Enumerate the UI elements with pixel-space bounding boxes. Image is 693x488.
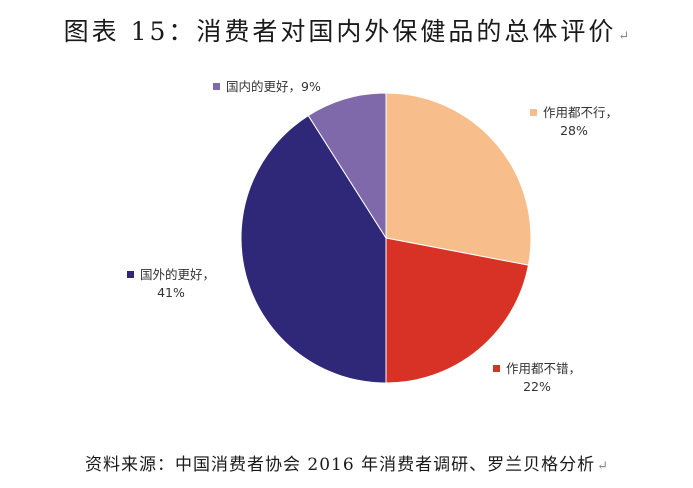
label-both-effective-name: 作用都不错， (506, 361, 582, 376)
chart-source: 资料来源：中国消费者协会 2016 年消费者调研、罗兰贝格分析 ↵ (0, 450, 693, 475)
label-domestic-better-pct: 9% (301, 79, 321, 94)
legend-swatch-both-ineffective (530, 109, 537, 116)
pie-slice-both-ineffective (385, 92, 532, 266)
pie-chart (240, 92, 532, 384)
label-foreign-better: 国外的更好， 41% (127, 266, 215, 302)
paragraph-mark-icon: ↵ (618, 29, 630, 44)
chart-source-text: 资料来源：中国消费者协会 2016 年消费者调研、罗兰贝格分析 (85, 455, 596, 475)
chart-title: 图表 15：消费者对国内外保健品的总体评价 ↵ (0, 12, 693, 48)
label-domestic-better-name: 国内的更好， (226, 79, 302, 94)
label-domestic-better: 国内的更好，9% (213, 78, 321, 96)
label-foreign-better-pct: 41% (157, 285, 185, 300)
legend-swatch-both-effective (493, 365, 500, 372)
label-both-ineffective: 作用都不行， 28% (530, 104, 618, 140)
legend-swatch-domestic-better (213, 83, 220, 90)
label-both-ineffective-name: 作用都不行， (543, 105, 619, 120)
legend-swatch-foreign-better (127, 271, 134, 278)
pie-slice-domestic-better (307, 92, 387, 240)
label-foreign-better-name: 国外的更好， (140, 267, 216, 282)
chart-title-text: 图表 15：消费者对国内外保健品的总体评价 (63, 17, 617, 46)
label-both-effective: 作用都不错， 22% (493, 360, 581, 396)
pie-slice-both-effective (385, 237, 530, 384)
label-both-ineffective-pct: 28% (560, 123, 588, 138)
label-both-effective-pct: 22% (523, 379, 551, 394)
paragraph-mark-icon: ↵ (597, 459, 608, 474)
pie-slices (240, 92, 532, 384)
pie-slice-foreign-better (240, 114, 387, 384)
